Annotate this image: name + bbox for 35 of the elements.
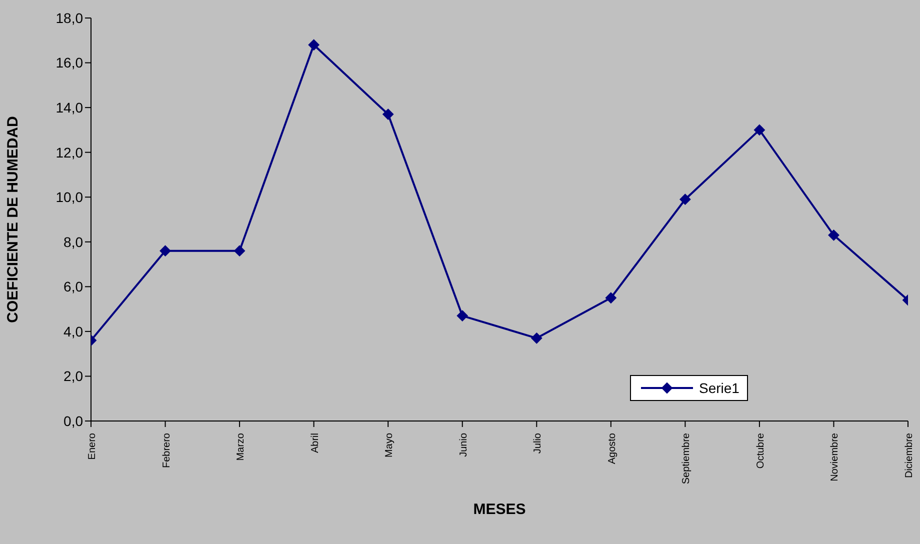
x-tick-label: Noviembre xyxy=(830,432,841,482)
point xyxy=(456,310,468,322)
point xyxy=(308,39,320,50)
x-tick-label: Junio xyxy=(458,432,470,457)
y-tick-label: 2,0 xyxy=(64,368,84,384)
x-axis-title: MESES xyxy=(473,501,526,518)
legend-label: Serie1 xyxy=(699,380,740,396)
y-axis-title: COEFICIENTE DE HUMEDAD xyxy=(4,116,22,323)
point xyxy=(605,292,616,304)
y-tick-label: 16,0 xyxy=(56,54,84,71)
x-tick-label: Septiembre xyxy=(681,432,692,484)
point xyxy=(234,245,246,256)
y-tick-label: 10,0 xyxy=(56,189,84,206)
y-tick-label: 4,0 xyxy=(64,323,84,340)
point xyxy=(382,108,394,120)
y-tick-label: 14,0 xyxy=(56,100,84,116)
x-tick-label: Agosto xyxy=(606,432,618,464)
x-tick-label: Febrero xyxy=(161,432,172,468)
x-tick-label: Julio xyxy=(532,432,544,454)
y-tick-label: 6,0 xyxy=(64,278,84,295)
x-tick-label: Mayo xyxy=(384,432,396,458)
x-tick-label: Abril xyxy=(310,433,321,454)
y-tick-label: 12,0 xyxy=(56,144,84,160)
point xyxy=(754,124,765,136)
x-tick-label: Octubre xyxy=(755,432,766,469)
x-tick-label: Marzo xyxy=(236,432,247,461)
point xyxy=(531,332,542,344)
y-tick-label: 8,0 xyxy=(64,234,84,250)
point xyxy=(680,194,691,205)
point xyxy=(160,245,171,256)
y-tick-label: 18,0 xyxy=(56,10,84,26)
point xyxy=(828,230,840,241)
x-tick-label: Diciembre xyxy=(904,432,915,478)
x-tick-label: Enero xyxy=(87,432,98,460)
y-tick-label: 0,0 xyxy=(64,412,84,429)
